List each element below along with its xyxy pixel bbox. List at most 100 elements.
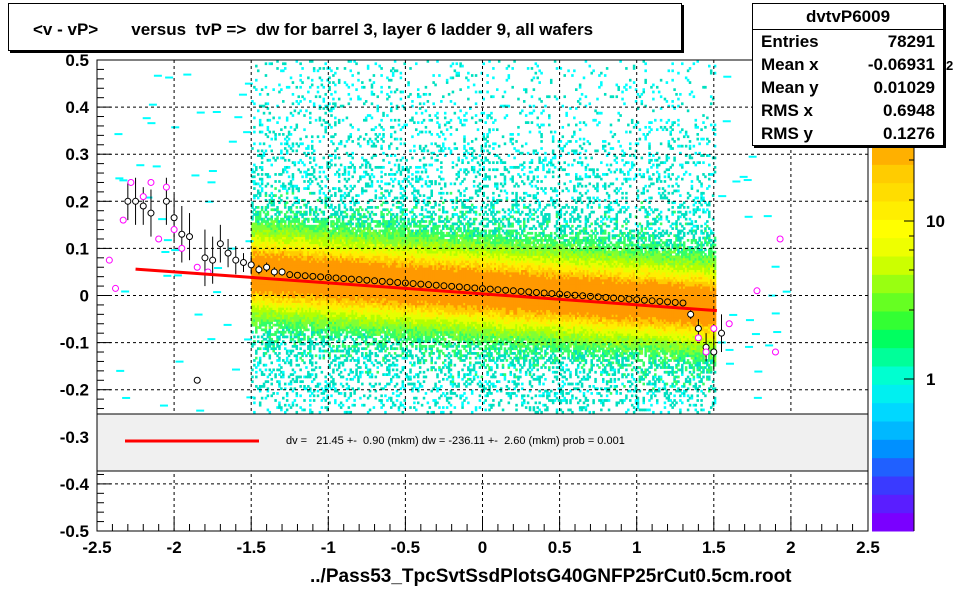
heat-cell <box>299 62 302 65</box>
heat-cell <box>282 328 285 331</box>
heat-cell <box>282 69 285 72</box>
heat-cell <box>269 357 272 360</box>
heat-cell <box>299 406 302 409</box>
heat-cell <box>251 147 254 150</box>
heat-cell <box>276 206 279 209</box>
heat-cell <box>284 383 287 386</box>
heat-cell <box>301 359 304 362</box>
heat-cell <box>269 345 272 348</box>
heat-cell <box>265 324 268 327</box>
heat-cell <box>270 361 273 364</box>
heat-cell <box>257 69 260 72</box>
heat-cell <box>257 364 260 367</box>
heat-cell <box>288 404 291 407</box>
heat-cell <box>290 182 293 185</box>
heat-cell <box>296 213 299 216</box>
heat-cell <box>253 197 256 200</box>
heat-cell <box>278 84 281 87</box>
heat-cell <box>294 109 297 112</box>
heat-cell <box>286 336 289 339</box>
heat-cell <box>301 331 304 334</box>
heat-cell <box>257 149 260 152</box>
heat-cell <box>286 211 289 214</box>
heat-cell <box>270 383 273 386</box>
heat-cell <box>265 208 268 211</box>
heat-cell <box>255 385 258 388</box>
heat-cell <box>286 392 289 395</box>
heat-cell <box>261 149 264 152</box>
heat-cell <box>290 406 293 409</box>
heat-cell <box>284 404 287 407</box>
heat-cell <box>284 411 287 414</box>
heat-cell <box>261 168 264 171</box>
heat-cell <box>267 350 270 353</box>
heat-cell <box>292 102 295 105</box>
heat-cell <box>267 135 270 138</box>
heat-cell <box>265 215 268 218</box>
heat-cell <box>259 401 262 404</box>
heat-cell <box>270 185 273 188</box>
heat-cell <box>286 171 289 174</box>
heat-cell <box>286 117 289 120</box>
heat-cell <box>270 149 273 152</box>
heat-cell <box>286 190 289 193</box>
heat-cell <box>284 220 287 223</box>
heat-cell <box>276 157 279 160</box>
heat-cell <box>282 359 285 362</box>
heat-cell <box>290 180 293 183</box>
heat-cell <box>276 121 279 124</box>
heat-cell <box>259 192 262 195</box>
heat-cell <box>270 326 273 329</box>
heat-cell <box>290 76 293 79</box>
heat-cell <box>272 345 275 348</box>
heat-cell <box>290 333 293 336</box>
heat-cell <box>276 218 279 221</box>
heat-cell <box>274 133 277 136</box>
heat-cell <box>269 145 272 148</box>
heat-cell <box>267 128 270 131</box>
heat-cell <box>292 350 295 353</box>
heat-cell <box>280 366 283 369</box>
heat-cell <box>286 152 289 155</box>
heat-cell <box>259 326 262 329</box>
heat-cell <box>297 161 300 164</box>
heat-cell <box>301 175 304 178</box>
heat-cell <box>286 352 289 355</box>
heat-cell <box>253 208 256 211</box>
heat-cell <box>255 352 258 355</box>
heat-cell <box>261 180 264 183</box>
heat-cell <box>288 328 291 331</box>
heat-cell <box>284 159 287 162</box>
heat-cell <box>297 187 300 190</box>
heat-cell <box>280 211 283 214</box>
heat-cell <box>272 392 275 395</box>
heat-cell <box>274 333 277 336</box>
heat-cell <box>267 93 270 96</box>
heat-cell <box>280 324 283 327</box>
heat-cell <box>257 173 260 176</box>
heat-cell <box>296 215 299 218</box>
heat-cell <box>296 357 299 360</box>
heat-cell <box>270 371 273 374</box>
heat-cell <box>267 102 270 105</box>
heat-cell <box>274 180 277 183</box>
heat-cell <box>296 126 299 129</box>
heat-cell <box>290 133 293 136</box>
heat-cell <box>261 173 264 176</box>
heat-cell <box>290 215 293 218</box>
heat-cell <box>263 211 266 214</box>
heat-cell <box>297 218 300 221</box>
heat-cell <box>280 409 283 412</box>
heat-cell <box>282 397 285 400</box>
heat-cell <box>290 126 293 129</box>
heat-cell <box>269 369 272 372</box>
heat-cell <box>297 168 300 171</box>
heat-cell <box>284 185 287 188</box>
heat-cell <box>267 126 270 129</box>
heat-cell <box>301 215 304 218</box>
heat-cell <box>259 215 262 218</box>
heat-cell <box>301 95 304 98</box>
heat-cell <box>267 211 270 214</box>
heat-cell <box>294 371 297 374</box>
heat-cell <box>296 100 299 103</box>
